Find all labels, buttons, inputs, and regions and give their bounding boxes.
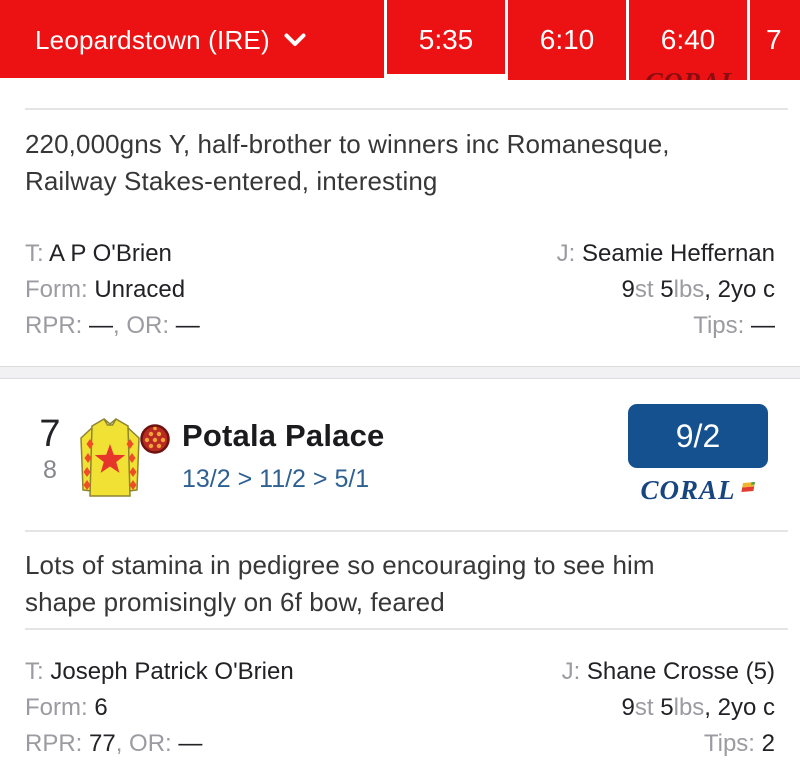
tab-race-time-610[interactable]: 6:10 (505, 0, 626, 80)
separator-line (25, 628, 788, 630)
form-line: Form: Unraced (25, 276, 186, 303)
rpr-or-line: RPR: 77, OR: — (25, 730, 203, 757)
spotlight-comment: 220,000gns Y, half-brother to winners in… (25, 126, 785, 200)
form-line: Form: 6 (25, 694, 108, 721)
stats-row-3: RPR: —, OR: — Tips: — (25, 308, 775, 344)
comment-line: 220,000gns Y, half-brother to winners in… (25, 129, 670, 159)
stats-row-2: Form: Unraced 9st 5lbs, 2yo c (25, 272, 775, 308)
odds-button[interactable]: 9/2 (628, 404, 768, 468)
horse-name[interactable]: Potala Palace (182, 418, 385, 453)
stats-row-1: T: Joseph Patrick O'Brien J: Shane Cross… (25, 654, 775, 690)
comment-line: shape promisingly on 6f bow, feared (25, 587, 445, 617)
course-selector[interactable]: Leopardstown (IRE) (0, 0, 384, 80)
bookmaker-logo[interactable]: CORAL (628, 474, 768, 506)
comment-line: Lots of stamina in pedigree so encouragi… (25, 550, 655, 580)
stats-row-2: Form: 6 9st 5lbs, 2yo c (25, 690, 775, 726)
tab-race-time-535[interactable]: 5:35 (384, 0, 505, 80)
header-bottom-edge (0, 78, 384, 80)
trainer-line: T: Joseph Patrick O'Brien (25, 658, 294, 685)
header: Leopardstown (IRE) 5:35 6:10 6:40 7 CORA… (0, 0, 800, 80)
chevron-down-icon (284, 33, 306, 47)
coral-flag-icon (739, 482, 756, 498)
separator-line (25, 108, 788, 110)
tab-race-time-640[interactable]: 6:40 (626, 0, 747, 80)
weight-line: 9st 5lbs, 2yo c (621, 276, 775, 303)
scrolled-bookmaker-peek: CORAL (630, 67, 752, 80)
runner-number: 7 (39, 413, 61, 455)
stats-row-1: T: A P O'Brien J: Seamie Heffernan (25, 236, 775, 272)
tab-race-time-7xx[interactable]: 7 (747, 0, 800, 80)
jockey-cap (140, 424, 170, 454)
runner-divider-band (0, 366, 800, 379)
rpr-or-line: RPR: —, OR: — (25, 312, 200, 339)
weight-line: 9st 5lbs, 2yo c (621, 694, 775, 721)
tips-line: Tips: 2 (703, 730, 775, 757)
jockey-line: J: Seamie Heffernan (556, 240, 775, 267)
course-name: Leopardstown (IRE) (35, 24, 270, 55)
jockey-silks-icon (74, 408, 170, 507)
bookmaker-name: CORAL (640, 474, 736, 505)
runner-stats-block: T: Joseph Patrick O'Brien J: Shane Cross… (25, 654, 775, 762)
trainer-line: T: A P O'Brien (25, 240, 172, 267)
runner-stats-block: T: A P O'Brien J: Seamie Heffernan Form:… (25, 236, 775, 344)
separator-line (25, 530, 788, 532)
comment-line: Railway Stakes-entered, interesting (25, 166, 438, 196)
tips-line: Tips: — (693, 312, 775, 339)
spotlight-comment: Lots of stamina in pedigree so encouragi… (25, 547, 785, 621)
runner-draw: 8 (43, 456, 57, 484)
stats-row-3: RPR: 77, OR: — Tips: 2 (25, 726, 775, 762)
jockey-line: J: Shane Crosse (5) (561, 658, 775, 685)
odds-movement: 13/2 > 11/2 > 5/1 (182, 465, 370, 493)
